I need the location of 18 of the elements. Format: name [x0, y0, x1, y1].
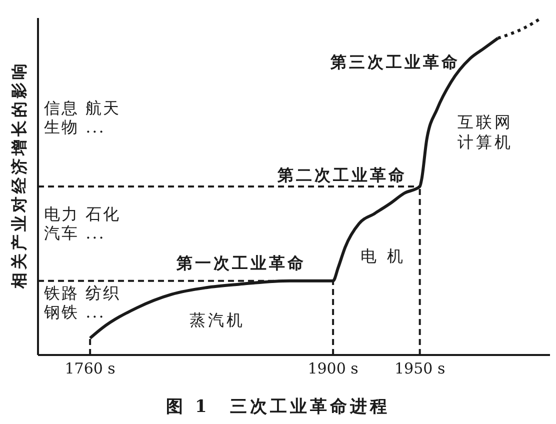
annotation: 电力 石化	[44, 204, 121, 224]
annotation: 蒸汽机	[189, 310, 245, 330]
annotation: 钢铁 ...	[43, 302, 106, 322]
annotation: 电 机	[360, 246, 406, 266]
x-tick-label: 1950 s	[394, 360, 446, 378]
annotation: 第二次工业革命	[276, 166, 407, 184]
annotation: 铁路 纺织	[43, 284, 121, 302]
annotation: 互联网	[457, 112, 513, 132]
annotation: 生物 ...	[44, 118, 106, 136]
x-tick-label: 1760 s	[64, 360, 116, 378]
annotation: 第三次工业革命	[329, 52, 460, 72]
annotation: 第一次工业革命	[175, 254, 306, 272]
annotation: 汽车 ...	[44, 224, 106, 242]
x-tick-label: 1900 s	[308, 360, 358, 378]
y-axis-title: 相关产业对经济增长的影响	[10, 60, 28, 290]
annotation: 信息 航天	[44, 98, 121, 118]
text: 图 1 三次工业革命进程	[165, 396, 391, 419]
annotation: 计算机	[457, 132, 513, 152]
